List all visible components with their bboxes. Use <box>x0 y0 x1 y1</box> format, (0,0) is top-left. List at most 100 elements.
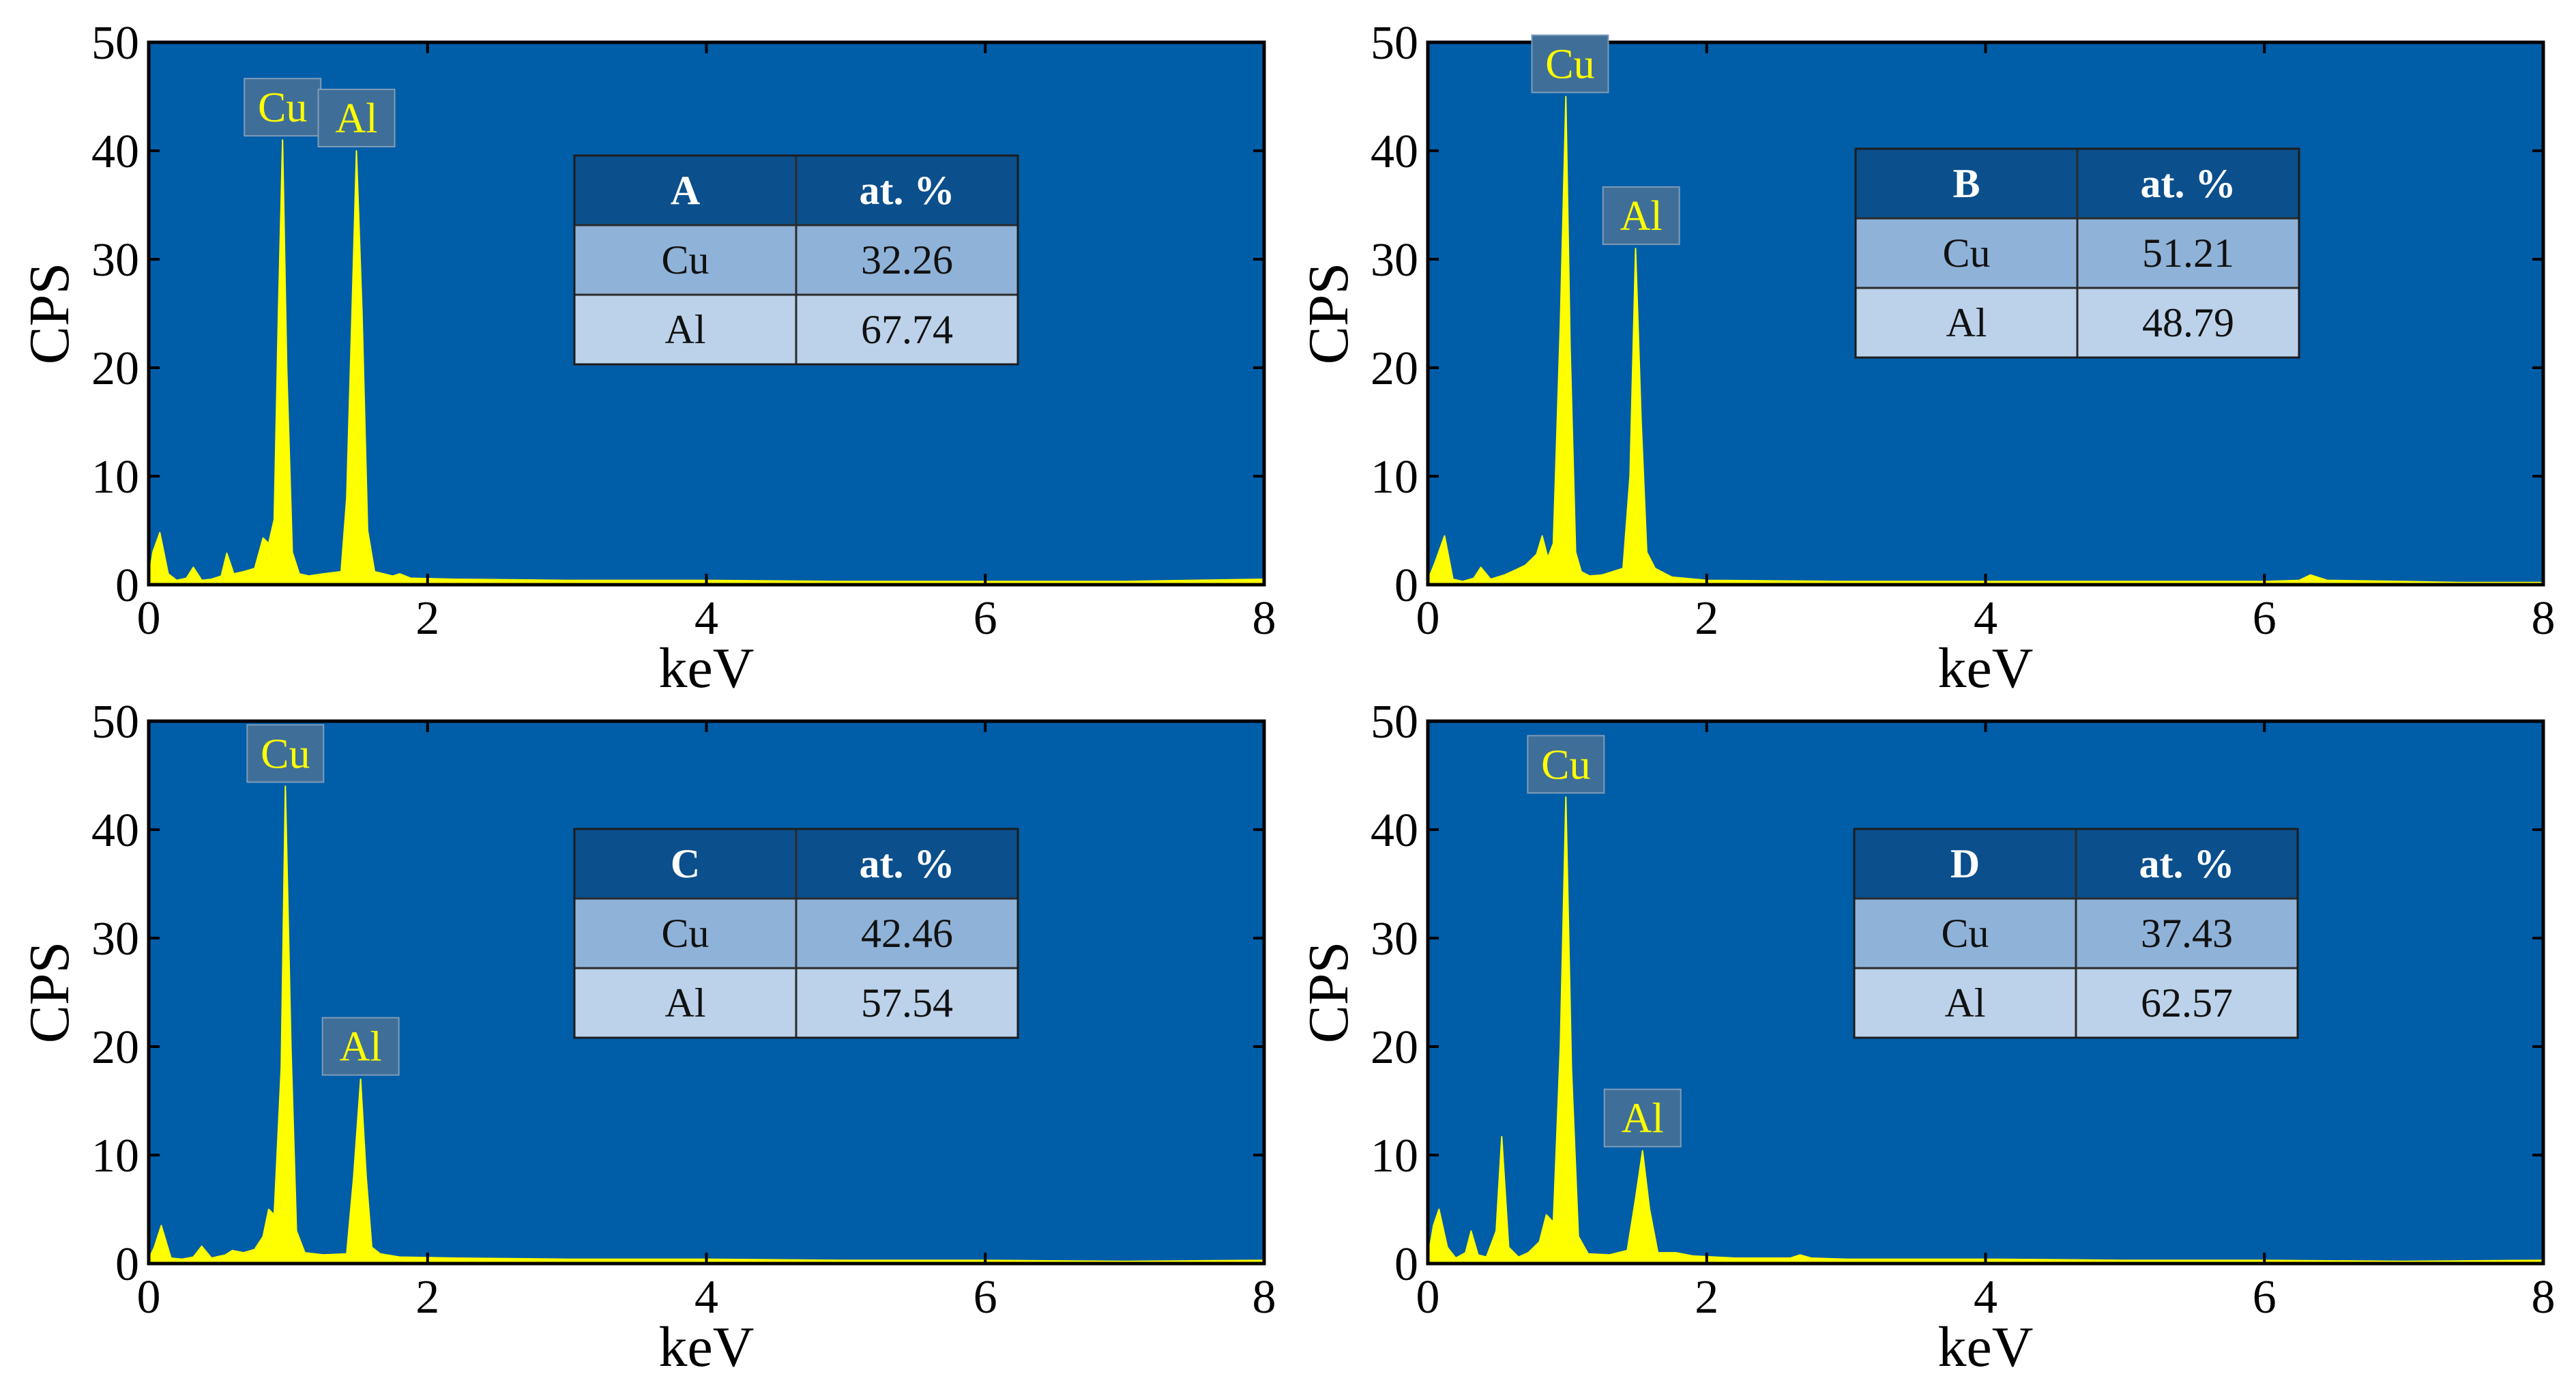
x-axis-title: keV <box>659 637 755 700</box>
y-tick-label: 50 <box>1371 696 1418 748</box>
x-tick-label: 6 <box>974 592 997 645</box>
y-axis-title: CPS <box>18 942 81 1043</box>
y-tick-label: 10 <box>91 451 139 504</box>
y-tick-label: 50 <box>1371 17 1418 70</box>
x-tick-label: 2 <box>415 1271 439 1324</box>
peak-label-text: Cu <box>261 731 310 777</box>
table-cell-bg <box>573 897 797 969</box>
peak-label-text: Cu <box>1545 42 1594 88</box>
table-header-text: at. % <box>2141 161 2236 206</box>
x-tick-label: 4 <box>1974 1271 1997 1324</box>
peak-label-text: Al <box>1620 193 1663 239</box>
table-cell-text: 37.43 <box>2141 911 2233 956</box>
table-cell-text: 51.21 <box>2142 231 2234 276</box>
spectrum-series-1 <box>148 785 1265 1264</box>
chart-panel-4: 0 2 4 6 8 0 10 20 30 40 50 keV CPS Cu Al D at. % Cu 37.43 A… <box>1297 696 2556 1379</box>
y-tick-label: 0 <box>1394 1238 1418 1291</box>
y-tick-label: 30 <box>1371 234 1418 287</box>
table-cell-bg <box>573 293 797 366</box>
table-cell-text: Al <box>1945 980 1986 1025</box>
x-tick-label: 2 <box>1695 592 1718 645</box>
table-cell-text: 48.79 <box>2142 300 2234 345</box>
chart-panel-2: 0 2 4 6 8 0 10 20 30 40 50 keV CPS Cu Al B at. % Cu 51.21 A… <box>1297 17 2556 700</box>
table-header-text: at. % <box>2139 841 2235 886</box>
peak-label-box <box>1603 1088 1682 1148</box>
peak-label-cu: Cu <box>246 724 325 783</box>
table-border <box>1853 828 2299 1039</box>
y-tick-label: 30 <box>91 913 139 965</box>
y-tick-label: 20 <box>91 1021 139 1074</box>
y-tick-label: 40 <box>91 126 139 178</box>
y-tick-label: 20 <box>91 342 139 395</box>
peak-label-al: Al <box>321 1017 400 1076</box>
x-tick-label: 0 <box>137 592 161 645</box>
table-border <box>1854 147 2300 359</box>
y-tick-label: 0 <box>115 559 139 612</box>
y-tick-label: 50 <box>91 696 139 748</box>
table-cell-text: Al <box>665 307 706 352</box>
y-axis-title: CPS <box>1297 942 1360 1043</box>
table-cell-text: Cu <box>1941 911 1989 956</box>
table-border <box>573 154 1019 366</box>
peak-label-al: Al <box>317 89 396 147</box>
peak-label-text: Al <box>336 96 378 142</box>
x-tick-label: 4 <box>1974 592 1997 645</box>
x-tick-label: 2 <box>415 592 439 645</box>
y-tick-label: 40 <box>1371 804 1418 857</box>
x-tick-label: 0 <box>137 1271 161 1324</box>
table-cell-text: Cu <box>1942 231 1990 276</box>
table-cell-text: 32.26 <box>861 237 953 282</box>
x-tick-label: 6 <box>2253 1271 2277 1324</box>
table-header-text: C <box>671 841 700 886</box>
y-tick-label: 0 <box>115 1238 139 1291</box>
table-border <box>573 828 1019 1039</box>
x-axis-title: keV <box>1938 637 2034 700</box>
x-axis-title: keV <box>659 1315 755 1379</box>
table-header-text: D <box>1950 841 1980 886</box>
table-cell-bg <box>2075 967 2299 1039</box>
y-tick-label: 0 <box>1394 559 1418 612</box>
table-cell-bg <box>573 967 797 1039</box>
peak-label-cu: Cu <box>244 78 322 137</box>
peak-label-cu: Cu <box>1527 735 1605 794</box>
peak-label-box <box>1602 186 1680 246</box>
y-tick-label: 50 <box>91 17 139 70</box>
spectrum-series-1 <box>148 139 1265 585</box>
x-tick-label: 4 <box>694 592 718 645</box>
x-tick-label: 8 <box>2532 592 2556 645</box>
peak-label-text: Al <box>1622 1096 1664 1142</box>
peak-label-al: Al <box>1602 186 1680 246</box>
x-tick-label: 6 <box>974 1271 997 1324</box>
table-cell-text: Al <box>1946 300 1987 345</box>
spectrum-series-1 <box>1427 96 2544 585</box>
table-cell-bg <box>1854 217 2079 289</box>
peak-label-box <box>246 724 325 783</box>
table-cell-bg <box>1854 287 2079 359</box>
x-axis-title: keV <box>1938 1315 2034 1379</box>
peak-label-box <box>321 1017 400 1076</box>
table-cell-text: Cu <box>661 911 709 956</box>
x-tick-label: 4 <box>694 1271 718 1324</box>
table-header-text: at. % <box>860 841 955 886</box>
x-tick-label: 8 <box>1253 1271 1276 1324</box>
y-axis-title: CPS <box>18 263 81 364</box>
peak-label-box <box>1527 735 1605 794</box>
y-tick-label: 40 <box>1371 126 1418 178</box>
x-tick-label: 8 <box>1253 592 1276 645</box>
y-axis-title: CPS <box>1297 263 1360 364</box>
y-tick-label: 10 <box>1371 451 1418 504</box>
peak-label-box <box>244 78 322 137</box>
table-cell-text: 67.74 <box>861 307 953 352</box>
peak-label-text: Cu <box>1541 742 1590 788</box>
y-tick-label: 10 <box>91 1130 139 1182</box>
peak-label-cu: Cu <box>1531 34 1609 93</box>
peak-label-text: Cu <box>258 85 307 131</box>
table-cell-bg <box>2076 287 2300 359</box>
table-header-text: A <box>671 168 700 213</box>
table-header-text: B <box>1952 161 1980 206</box>
table-cell-bg <box>573 224 797 296</box>
y-tick-label: 20 <box>1371 342 1418 395</box>
